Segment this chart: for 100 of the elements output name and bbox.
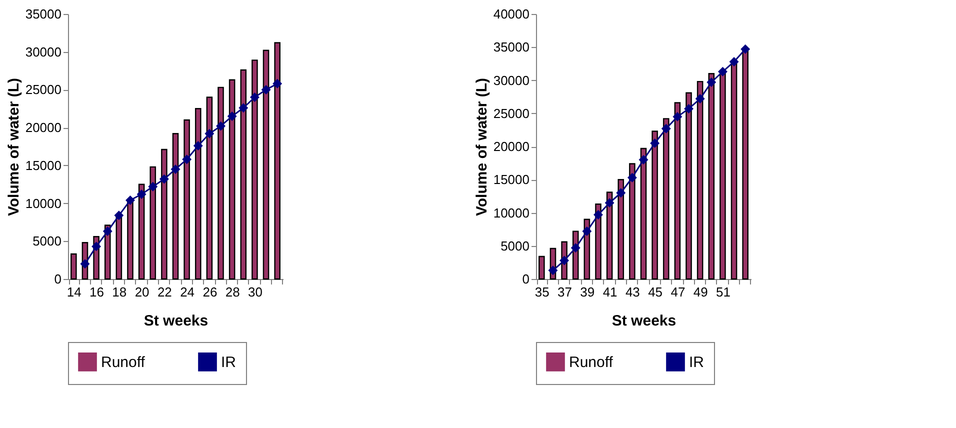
bar [127, 200, 134, 280]
point [92, 242, 102, 252]
point [672, 112, 682, 122]
bar [228, 79, 236, 280]
point [638, 155, 648, 164]
x-tick-label: 14 [66, 284, 82, 300]
bar [629, 163, 636, 280]
point [718, 66, 728, 76]
point [272, 78, 282, 88]
legend-label: IR [689, 354, 704, 371]
point [102, 226, 112, 236]
bar [720, 71, 726, 280]
bar [172, 133, 179, 280]
point [80, 259, 90, 269]
y-tick-label: 35000 [25, 6, 62, 22]
bar [652, 130, 658, 280]
y-tick-label: 20000 [25, 120, 62, 136]
bar [640, 148, 647, 280]
point [193, 141, 203, 150]
bar [618, 179, 624, 280]
y-tick-label: 5000 [500, 238, 530, 254]
bar [730, 61, 738, 280]
x-tick-label: 39 [580, 284, 595, 300]
bar [696, 80, 704, 280]
point [125, 196, 135, 205]
point [661, 124, 671, 134]
point [582, 226, 592, 236]
x-tick-label: 43 [625, 284, 640, 300]
y-tick-label: 40000 [493, 6, 530, 22]
point [570, 243, 580, 253]
x-tick-label: 51 [716, 284, 730, 300]
x-tick-label: 24 [180, 284, 195, 300]
y-tick-label: 30000 [493, 72, 530, 88]
y-tick-label: 0 [522, 272, 530, 286]
point [114, 210, 124, 220]
point [136, 189, 146, 199]
bar [674, 102, 681, 280]
y-tick-label: 15000 [25, 158, 62, 173]
point [250, 92, 260, 102]
y-axis-title: Volume of water (L) [5, 78, 22, 216]
x-tick-label: 20 [134, 284, 150, 300]
point [695, 94, 705, 104]
point [227, 111, 237, 121]
bar [70, 253, 77, 280]
y-tick-label: 0 [54, 272, 62, 286]
bar [161, 148, 168, 280]
y-tick-label: 25000 [493, 106, 530, 121]
point [604, 198, 614, 208]
point [159, 174, 169, 184]
bar [662, 118, 670, 280]
y-tick-label: 5000 [32, 234, 62, 249]
point [182, 154, 192, 164]
bar [262, 50, 270, 280]
y-tick-label: 10000 [493, 205, 530, 220]
x-tick-label: 49 [693, 284, 708, 300]
point [616, 188, 626, 198]
y-tick-label: 15000 [493, 172, 530, 188]
point [548, 266, 558, 276]
legend-label: Runoff [101, 354, 146, 371]
point [627, 172, 637, 182]
point [204, 128, 214, 138]
x-tick-label: 37 [558, 284, 572, 300]
x-tick-label: 45 [648, 284, 663, 300]
point [706, 77, 716, 87]
point [560, 256, 570, 266]
point [684, 104, 694, 114]
point [593, 210, 603, 220]
bar [194, 108, 202, 280]
x-tick-label: 16 [90, 284, 104, 300]
point [740, 44, 750, 54]
bar [538, 256, 545, 280]
point [729, 56, 739, 66]
bar [218, 86, 224, 280]
x-axis-title: St weeks [612, 312, 676, 330]
x-axis-title: St weeks [144, 312, 208, 330]
x-tick-label: 41 [602, 284, 618, 300]
bar [742, 50, 748, 280]
x-tick-label: 30 [248, 284, 262, 300]
x-tick-label: 47 [670, 284, 686, 300]
point [216, 121, 226, 131]
bar [686, 92, 692, 280]
bar [708, 73, 715, 280]
y-tick-label: 35000 [493, 40, 530, 55]
bar [206, 96, 213, 280]
point [170, 164, 180, 174]
legend-label: Runoff [569, 354, 614, 371]
x-tick-label: 26 [202, 284, 218, 300]
x-tick-label: 22 [157, 284, 172, 300]
bar [252, 60, 258, 280]
y-tick-label: 20000 [493, 139, 530, 154]
y-tick-label: 25000 [25, 82, 62, 98]
x-tick-label: 35 [534, 284, 550, 300]
bar [150, 166, 156, 280]
point [148, 182, 158, 192]
point [650, 138, 660, 148]
point [238, 103, 248, 113]
x-tick-label: 28 [225, 284, 240, 300]
y-axis-title: Volume of water (L) [473, 78, 490, 216]
x-tick-label: 18 [112, 284, 127, 300]
y-tick-label: 30000 [25, 44, 62, 60]
